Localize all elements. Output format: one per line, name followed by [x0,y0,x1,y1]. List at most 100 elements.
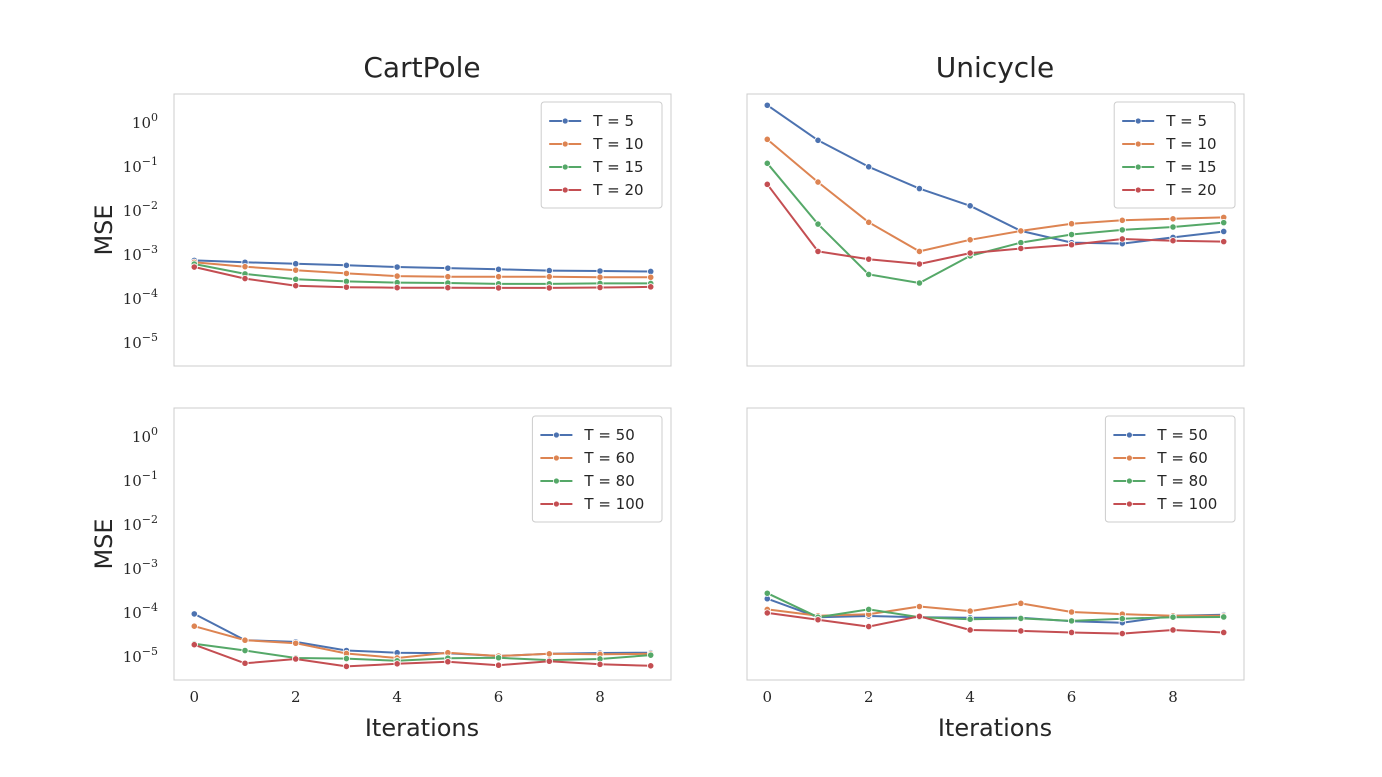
legend-marker [1134,186,1142,194]
legend-entry: T = 100 [1156,495,1217,513]
panel-cartpole-0: 10−5 10−4 10−3 10−2 10−1 100 T = 5 T = 10 T = 15… [123,93,672,367]
panel-unicycle-0: T = 5 T = 10 T = 15 T = 20 [746,93,1245,367]
data-point [814,178,822,186]
data-point [1017,614,1025,623]
data-point [1067,220,1076,228]
xlabel-left: Iterations [365,714,479,742]
legend-entry: T = 20 [592,181,643,199]
xtick-label: 6 [1067,688,1077,706]
data-point [1017,244,1025,253]
series-line [766,183,1224,265]
legend-entry: T = 15 [592,158,643,176]
data-point [342,261,351,269]
data-point [1067,230,1076,239]
data-point [1169,626,1177,634]
column-title-cartpole: CartPole [363,51,480,84]
legend: T = 50 T = 60 T = 80 T = 100 [1104,415,1236,523]
ylabel-bottom: MSE [90,518,118,569]
legend-entry: T = 50 [1156,426,1207,444]
legend-marker [553,454,560,462]
series-line [767,611,1224,635]
data-point [1220,219,1228,227]
xtick-label: 0 [190,688,200,706]
data-point [865,270,873,279]
data-point [915,602,924,611]
series-line [767,602,1224,617]
legend-entry: T = 60 [583,449,634,467]
data-point [292,266,300,274]
data-point [241,646,249,655]
xtick-label: 8 [595,688,605,706]
data-point [865,622,873,631]
data-point [1220,227,1228,236]
data-point [393,660,401,668]
data-point [763,609,771,617]
series-line [193,643,651,668]
legend-frame [1104,415,1236,523]
data-point [494,265,503,273]
data-point [444,284,452,292]
data-point [292,655,300,663]
data-point [1118,629,1126,638]
ytick-label: 100 [132,425,158,446]
data-point [545,266,553,275]
data-point [966,202,974,210]
xtick-label: 2 [291,688,301,706]
series-line [766,138,1224,253]
data-point [596,660,604,668]
series-line [194,266,651,289]
data-point [241,659,249,667]
data-point [865,163,873,171]
ytick-label: 10−4 [123,287,158,308]
legend-entry: T = 50 [583,426,634,444]
data-point [444,264,452,272]
legend-entry: T = 10 [592,135,643,153]
legend: T = 5 T = 10 T = 15 T = 20 [540,101,663,209]
data-point [966,236,974,244]
xtick-label: 0 [763,688,773,706]
data-point [865,605,873,614]
legend-marker [1126,477,1133,485]
ytick-label: 10−1 [123,469,158,490]
ytick-label: 10−3 [123,243,158,264]
xlabel-right: Iterations [938,714,1052,742]
data-point [1067,617,1076,625]
ytick-label: 10−5 [123,331,158,352]
xtick-label: 4 [392,688,402,706]
legend-marker [1134,163,1142,171]
legend-marker [561,117,569,125]
data-point [545,284,553,292]
data-point [763,135,771,143]
legend: T = 50 T = 60 T = 80 T = 100 [531,415,663,523]
data-point [915,247,924,256]
data-point [1067,241,1076,249]
data-point [292,260,300,268]
data-point [966,615,974,623]
data-point [494,661,503,669]
data-point [1017,599,1025,607]
data-point [494,273,503,281]
data-point [596,283,604,292]
legend-frame [1113,101,1236,209]
data-point [1118,235,1126,243]
legend-marker [1126,454,1133,462]
data-point [1169,215,1177,223]
data-point [966,626,974,634]
data-point [763,159,771,167]
data-point [1017,627,1025,635]
data-point [494,654,503,662]
series-line [766,162,1224,284]
data-point [763,101,771,109]
data-point [915,279,924,287]
data-point [865,255,873,263]
column-title-unicycle: Unicycle [936,51,1054,84]
legend-marker [553,477,560,485]
ytick-label: 10−4 [123,601,158,622]
data-point [1169,237,1177,245]
data-point [1017,227,1025,235]
series-line [194,642,651,662]
data-point [444,273,452,281]
data-point [444,658,452,666]
legend: T = 5 T = 10 T = 15 T = 20 [1113,101,1236,209]
